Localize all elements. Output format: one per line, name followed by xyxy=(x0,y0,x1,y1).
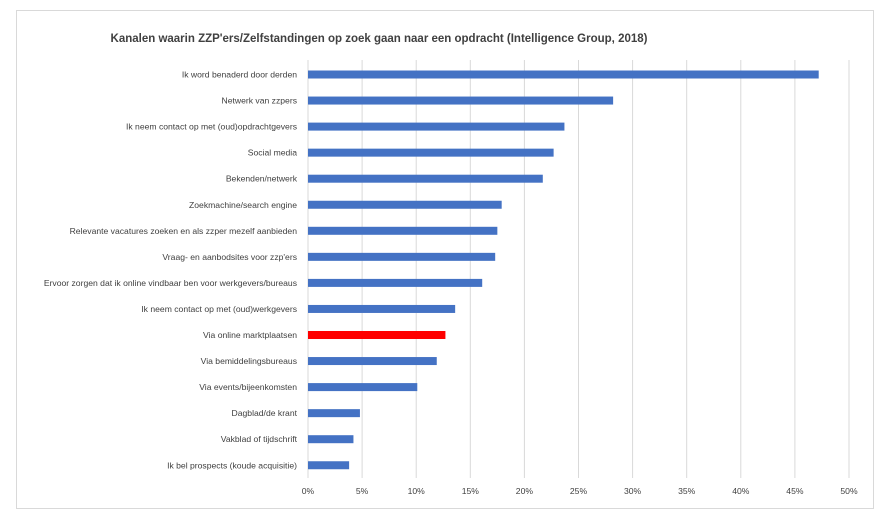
category-label: Ervoor zorgen dat ik online vindbaar ben… xyxy=(44,278,297,288)
x-tick-label: 50% xyxy=(840,486,858,496)
category-label: Social media xyxy=(248,148,297,158)
x-axis-ticks: 0% 5% 10% 15% 20% 25% 30% 35% 40% 45% 50% xyxy=(302,486,858,496)
category-label: Bekenden/netwerk xyxy=(226,174,298,184)
bar xyxy=(308,435,354,444)
category-label: Ik word benaderd door derden xyxy=(182,70,297,80)
x-tick-label: 5% xyxy=(356,486,369,496)
x-tick-label: 30% xyxy=(624,486,642,496)
category-label: Via events/bijeenkomsten xyxy=(199,382,297,392)
bar xyxy=(308,70,819,79)
category-label: Relevante vacatures zoeken en als zzper … xyxy=(70,226,298,236)
x-tick-label: 0% xyxy=(302,486,315,496)
bar-highlighted xyxy=(308,331,446,339)
bar xyxy=(308,148,554,157)
category-label: Via bemiddelingsbureaus xyxy=(201,356,297,366)
chart-title: Kanalen waarin ZZP'ers/Zelfstandingen op… xyxy=(111,33,648,45)
bar xyxy=(308,461,350,470)
category-labels: Ik word benaderd door derden Netwerk van … xyxy=(44,70,298,471)
bar xyxy=(308,122,565,131)
x-tick-label: 40% xyxy=(732,486,750,496)
bar xyxy=(308,200,502,209)
category-label: Zoekmachine/search engine xyxy=(189,200,297,210)
x-tick-label: 15% xyxy=(462,486,480,496)
bar xyxy=(308,174,543,183)
category-label: Dagblad/de krant xyxy=(232,408,298,418)
x-tick-label: 10% xyxy=(408,486,426,496)
category-label: Netwerk van zzpers xyxy=(222,96,297,106)
bar xyxy=(308,278,483,287)
bar xyxy=(308,96,614,105)
bar xyxy=(308,383,418,392)
category-label: Vraag- en aanbodsites voor zzp'ers xyxy=(162,252,297,262)
x-tick-label: 25% xyxy=(570,486,588,496)
bar xyxy=(308,409,360,418)
bar xyxy=(308,304,456,313)
bar xyxy=(308,226,498,235)
x-tick-label: 35% xyxy=(678,486,696,496)
x-tick-label: 45% xyxy=(786,486,804,496)
category-label: Vakblad of tijdschrift xyxy=(221,434,298,444)
category-label: Ik neem contact op met (oud)werkgevers xyxy=(141,304,297,314)
category-label: Ik bel prospects (koude acquisitie) xyxy=(167,460,297,470)
x-tick-label: 20% xyxy=(516,486,534,496)
category-label: Ik neem contact op met (oud)opdrachtgeve… xyxy=(126,122,297,132)
bar xyxy=(308,252,496,261)
bars xyxy=(308,70,819,470)
category-label: Via online marktplaatsen xyxy=(203,330,297,340)
bar xyxy=(308,357,437,366)
